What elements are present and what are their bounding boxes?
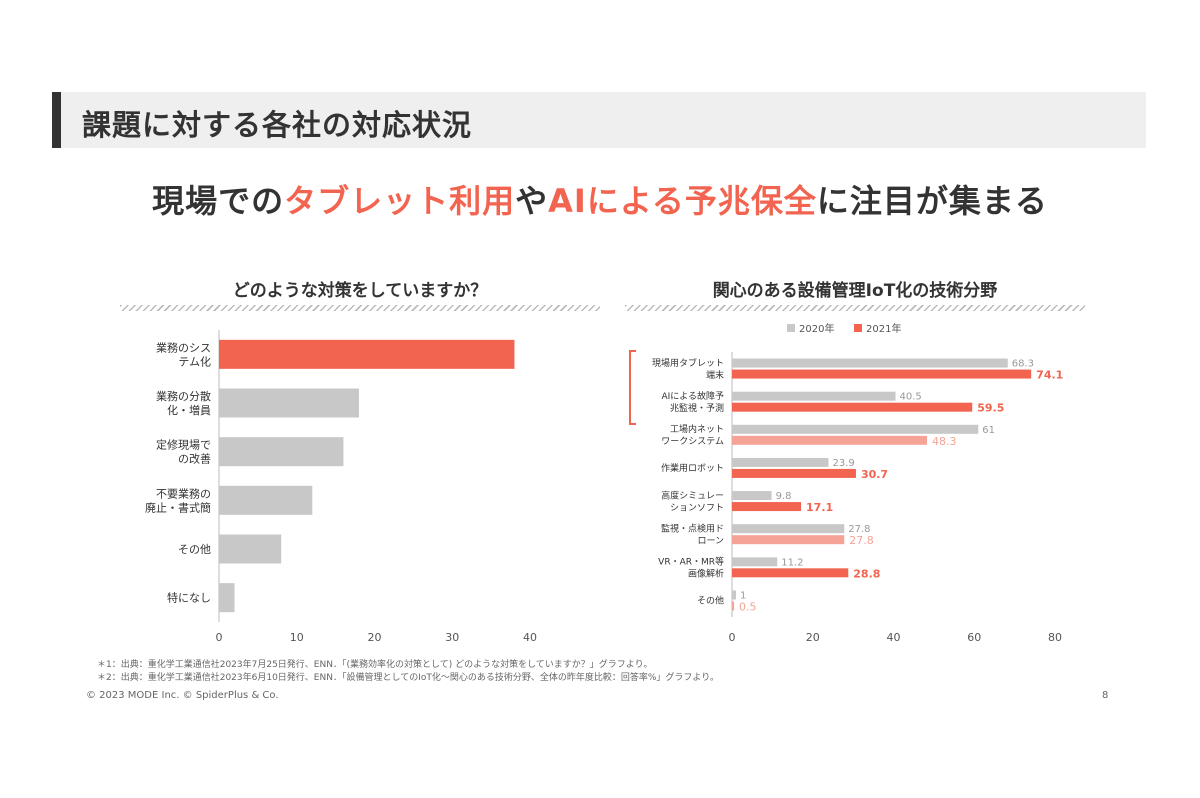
chart1-bar-1 <box>219 388 359 418</box>
chart2-value-label-2020-5: 27.8 <box>848 524 870 535</box>
chart2-category-label-4-line-1: ションソフト <box>670 503 724 513</box>
chart2-bar-2020-6 <box>732 557 778 567</box>
chart1-bar-0 <box>219 339 515 369</box>
chart2-category-label-2-line-0: 工場内ネット <box>670 423 724 435</box>
chart2-value-label-2021-1: 59.5 <box>977 402 1004 415</box>
chart2-value-label-2020-7: 1 <box>740 590 746 601</box>
chart2-value-label-2021-5: 27.8 <box>849 534 874 547</box>
chart1-bar-3 <box>219 485 313 515</box>
chart2-category-label-1-line-1: 兆監視・予測 <box>670 402 724 414</box>
chart2-category-label-4-line-0: 高度シミュレー <box>661 489 724 501</box>
page-number: 8 <box>1102 690 1109 701</box>
subtitle-pre: 現場での <box>152 182 285 220</box>
chart2-category-label-6-line-0: VR・AR・MR等 <box>658 556 724 568</box>
chart2-value-label-2020-4: 9.8 <box>776 491 792 502</box>
chart1-category-label-4-line-0: その他 <box>178 543 211 556</box>
chart2-category-label-5-line-1: ローン <box>697 536 724 546</box>
chart1-category-label-0-line-1: テム化 <box>178 354 211 368</box>
chart2-bar-2020-4 <box>732 491 772 501</box>
chart1-bar-5 <box>219 583 235 613</box>
chart2-value-label-2020-3: 23.9 <box>832 458 854 469</box>
chart2-value-label-2021-0: 74.1 <box>1036 369 1063 382</box>
subtitle-post: に注目が集まる <box>816 182 1048 220</box>
chart2-x-tick-1: 20 <box>806 631 820 644</box>
subtitle-highlight-2: AIによる予兆保全 <box>548 182 817 220</box>
subtitle: 現場でのタブレット利用やAIによる予兆保全に注目が集まる <box>0 176 1200 222</box>
chart1-bar-4 <box>219 534 282 564</box>
chart1-bar-2 <box>219 437 344 467</box>
chart2-bar-2021-4 <box>732 502 802 512</box>
chart2-bar-2021-5 <box>732 535 845 545</box>
page-title: 課題に対する各社の対応状況 <box>82 108 473 142</box>
chart2-value-label-2020-6: 11.2 <box>781 557 803 568</box>
footnote-1: ＊1：出典：重化学工業通信社2023年7月25日発行、ENN．「(業務効率化の対… <box>97 660 653 670</box>
header-accent-bar <box>52 92 61 148</box>
chart2-bar-2020-2 <box>732 424 979 434</box>
chart2-x-tick-4: 80 <box>1048 631 1062 644</box>
chart2-category-label-7-line-0: その他 <box>697 595 724 607</box>
chart2-bar-2021-0 <box>732 369 1032 379</box>
chart2-value-label-2020-2: 61 <box>982 425 995 436</box>
chart1-x-tick-1: 10 <box>290 631 304 644</box>
chart2-x-tick-2: 40 <box>887 631 901 644</box>
chart1-x-tick-3: 30 <box>445 631 459 644</box>
chart2-category-label-1-line-0: AIによる故障予 <box>661 390 724 402</box>
chart1-category-label-1-line-0: 業務の分散 <box>156 389 211 403</box>
chart2-bar-2020-5 <box>732 524 845 534</box>
chart2-legend-swatch-2020 <box>787 324 795 332</box>
chart2-highlight-bracket <box>629 350 636 425</box>
chart1-title-underline <box>120 305 600 311</box>
chart2-title-underline <box>625 305 1085 311</box>
chart2-legend-label-2020: 2020年 <box>799 322 834 335</box>
chart2-x-tick-3: 60 <box>967 631 981 644</box>
chart2-category-label-5-line-0: 監視・点検用ド <box>661 522 724 534</box>
subtitle-mid: や <box>515 182 549 220</box>
chart2-bar-2020-1 <box>732 391 896 401</box>
chart2-bar-2021-2 <box>732 435 928 445</box>
chart2-x-tick-0: 0 <box>729 631 736 644</box>
chart2-value-label-2021-3: 30.7 <box>861 468 888 481</box>
chart1-category-label-2-line-1: の改善 <box>178 452 211 466</box>
copyright: © 2023 MODE Inc. © SpiderPlus & Co. <box>86 690 279 701</box>
chart1-category-label-1-line-1: 化・増員 <box>167 403 211 417</box>
header-band: 課題に対する各社の対応状況 <box>52 92 1146 148</box>
chart1-category-label-3-line-1: 廃止・書式簡 <box>145 500 211 514</box>
footnote-2: ＊2：出典：重化学工業通信社2023年6月10日発行、ENN．「設備管理としての… <box>97 673 720 683</box>
chart1-category-label-0-line-0: 業務のシス <box>156 340 211 354</box>
chart1-title: どのような対策をしていますか？ <box>232 281 488 301</box>
chart2-bar-2021-7 <box>732 601 735 611</box>
chart2-value-label-2021-4: 17.1 <box>806 501 833 514</box>
chart2-value-label-2021-7: 0.5 <box>739 600 757 613</box>
chart2-bar-2021-6 <box>732 568 849 578</box>
chart2-value-label-2020-0: 68.3 <box>1012 359 1034 370</box>
chart1-category-label-2-line-0: 定修現場で <box>156 438 211 452</box>
chart2-category-label-2-line-1: ワークシステム <box>661 436 724 447</box>
chart2-legend-swatch-2021 <box>854 324 862 332</box>
chart1-x-tick-4: 40 <box>523 631 537 644</box>
chart2-legend-label-2021: 2021年 <box>866 322 901 335</box>
chart2-title: 関心のある設備管理IoT化の技術分野 <box>712 281 998 301</box>
chart1-x-tick-2: 20 <box>368 631 382 644</box>
chart2-category-label-0-line-0: 現場用タブレット <box>652 357 724 369</box>
chart2-value-label-2020-1: 40.5 <box>900 392 922 403</box>
chart2-bar-2021-1 <box>732 402 973 412</box>
chart1-category-label-3-line-0: 不要業務の <box>156 486 211 500</box>
chart2-category-label-0-line-1: 端末 <box>706 369 724 381</box>
chart2-bar-2021-3 <box>732 468 856 478</box>
chart2-value-label-2021-6: 28.8 <box>853 567 880 580</box>
chart1-x-tick-0: 0 <box>216 631 223 644</box>
chart1-category-label-5-line-0: 特になし <box>167 591 211 605</box>
chart2-category-label-3-line-0: 作業用ロボット <box>661 462 724 474</box>
chart2-category-label-6-line-1: 画像解析 <box>688 568 724 580</box>
chart2-bar-2020-0 <box>732 358 1008 368</box>
chart2-bar-2020-7 <box>732 590 737 600</box>
chart2-value-label-2021-2: 48.3 <box>932 435 957 448</box>
subtitle-highlight-1: タブレット利用 <box>284 182 516 220</box>
chart2-bar-2020-3 <box>732 457 829 467</box>
